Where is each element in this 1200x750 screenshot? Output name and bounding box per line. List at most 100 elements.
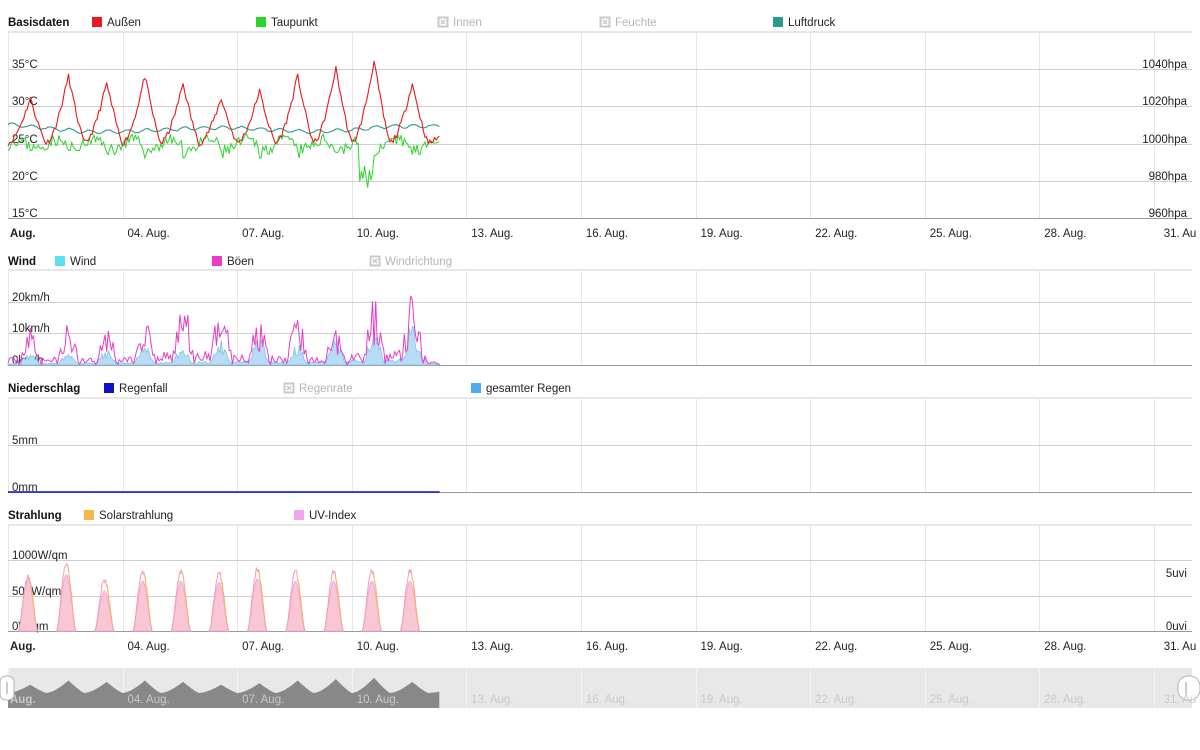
legend-label: Innen [453, 17, 482, 29]
x-tick-label: 22. Aug. [815, 694, 857, 706]
series-luftdruck [7, 122, 440, 135]
x-axis-labels-bottom: Aug. 04. Aug. 07. Aug. 10. Aug. 13. Aug. 16. … [10, 641, 1196, 653]
strahlung-plot-area [8, 524, 1192, 632]
x-tick-label: 19. Aug. [700, 228, 742, 240]
series-uv-index [284, 580, 307, 632]
color-swatch [84, 510, 94, 520]
legend-label: Feuchte [615, 17, 657, 29]
x-tick-label: 10. Aug. [357, 641, 399, 653]
x-tick-label: 10. Aug. [357, 694, 399, 706]
series-uv-index [399, 580, 421, 632]
wind-legend: Wind Wind Böen Windrichtung [8, 255, 453, 268]
series-uv-index [208, 581, 230, 632]
x-tick-label: 28. Aug. [1044, 641, 1086, 653]
color-swatch [256, 17, 266, 27]
navigator-right-handle[interactable] [1177, 675, 1200, 701]
y-tick-label-left: 35°C [12, 59, 38, 71]
series-solarstrahlung-tail [373, 574, 381, 623]
legend-item-solarstrahlung[interactable]: Solarstrahlung [84, 510, 173, 522]
y-tick-label-left: 20km/h [12, 292, 50, 304]
legend-label: Außen [107, 17, 141, 29]
y-tick-label-right: 960hpa [1149, 208, 1188, 220]
navigator[interactable] [0, 668, 1200, 708]
y-tick-label-right: 1000hpa [1142, 134, 1187, 146]
series-uv-index [132, 580, 154, 632]
legend-label: Solarstrahlung [99, 510, 173, 522]
series-aussen [7, 60, 440, 147]
wind-title: Wind [8, 256, 36, 268]
x-tick-label: 31. Au [1164, 641, 1197, 653]
color-swatch [92, 17, 102, 27]
navigator-axis-labels: Aug. 04. Aug. 07. Aug. 10. Aug. 13. Aug. 16. … [10, 694, 1196, 706]
x-tick-label: Aug. [10, 228, 36, 240]
navigator-series [8, 677, 440, 708]
legend-item-regenrate[interactable]: Regenrate [283, 382, 353, 395]
legend-label: Regenrate [299, 383, 353, 395]
strahlung-series [17, 562, 421, 632]
y-tick-label-left: 30°C [12, 96, 38, 108]
color-swatch [294, 510, 304, 520]
legend-item-taupunkt[interactable]: Taupunkt [256, 17, 318, 29]
legend-label: gesamter Regen [486, 383, 571, 395]
legend-item-gesamter-regen[interactable]: gesamter Regen [471, 383, 571, 395]
x-tick-label: 13. Aug. [471, 228, 513, 240]
x-tick-label: 28. Aug. [1044, 228, 1086, 240]
x-tick-label: Aug. [10, 694, 36, 706]
x-tick-label: 31. Au [1164, 228, 1197, 240]
legend-label: Wind [70, 256, 96, 268]
series-wind [7, 326, 440, 366]
series-uv-index [323, 580, 345, 632]
x-tick-label: 25. Aug. [930, 641, 972, 653]
legend-item-wind[interactable]: Wind [55, 256, 96, 268]
y-tick-label-right: 1020hpa [1142, 96, 1187, 108]
series-taupunkt [7, 132, 440, 188]
regen-plot-area [8, 397, 1192, 493]
series-solarstrahlung-tail [296, 578, 304, 622]
y-tick-label-left: 15°C [12, 208, 38, 220]
y-tick-label-left: 1000W/qm [12, 550, 68, 562]
legend-label: Böen [227, 256, 254, 268]
x-tick-label: 16. Aug. [586, 694, 628, 706]
legend-label: UV-Index [309, 510, 357, 522]
legend-item-uv-index[interactable]: UV-Index [294, 510, 357, 522]
x-tick-label: 25. Aug. [930, 694, 972, 706]
navigator-left-handle[interactable] [0, 675, 15, 701]
legend-label: Taupunkt [271, 17, 318, 29]
disabled-box-icon [437, 16, 449, 28]
y-tick-label-left: 0mm [12, 482, 38, 494]
legend-label: Windrichtung [385, 256, 452, 268]
x-tick-label: Aug. [10, 641, 36, 653]
series-solarstrahlung-tail [258, 572, 266, 622]
x-tick-label: 28. Aug. [1044, 694, 1086, 706]
series-solarstrahlung-tail [106, 584, 113, 624]
x-tick-label: 22. Aug. [815, 641, 857, 653]
series-solarstrahlung-tail [335, 576, 342, 622]
color-swatch [212, 256, 222, 266]
legend-item-windrichtung[interactable]: Windrichtung [369, 255, 453, 268]
series-solarstrahlung-tail [411, 577, 419, 622]
legend-item-feuchte[interactable]: Feuchte [599, 16, 657, 29]
legend-item-außen[interactable]: Außen [92, 17, 141, 29]
x-tick-label: 19. Aug. [700, 694, 742, 706]
strahlung-title: Strahlung [8, 510, 62, 522]
legend-label: Luftdruck [788, 17, 836, 29]
legend-item-böen[interactable]: Böen [212, 256, 254, 268]
x-tick-label: 04. Aug. [127, 641, 169, 653]
basis-title: Basisdaten [8, 17, 69, 29]
series-solarstrahlung-tail [29, 581, 37, 623]
series-solarstrahlung-tail [220, 578, 228, 623]
series-uv-index [246, 578, 268, 632]
legend-item-regenfall[interactable]: Regenfall [104, 383, 168, 395]
y-tick-label-left: 500W/qm [12, 586, 61, 598]
strahlung-legend: Strahlung Solarstrahlung UV-Index [8, 510, 357, 522]
y-tick-label-right: 1040hpa [1142, 59, 1187, 71]
legend-item-innen[interactable]: Innen [437, 16, 482, 29]
x-tick-label: 19. Aug. [700, 641, 742, 653]
x-tick-label: 07. Aug. [242, 228, 284, 240]
basis-legend: Basisdaten Außen Taupunkt Innen Feuchte Luftd… [8, 16, 836, 29]
y-tick-label-right: 5uvi [1166, 568, 1187, 580]
legend-item-luftdruck[interactable]: Luftdruck [773, 17, 836, 29]
y-tick-label-left: 5mm [12, 435, 38, 447]
series-boeen [7, 295, 440, 367]
y-tick-label-right: 980hpa [1149, 171, 1188, 183]
